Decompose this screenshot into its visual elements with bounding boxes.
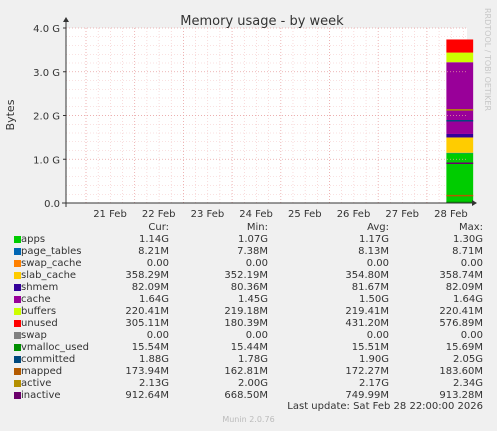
x-axis-ticks: 21 Feb 22 Feb 23 Feb 24 Feb 25 Feb 26 Feb 27 F… xyxy=(85,28,468,220)
chart-title: Memory usage - by week xyxy=(180,14,344,29)
y-tick-label: 4.0 G xyxy=(33,24,60,35)
series-lines xyxy=(446,109,474,204)
last-update: Last update: Sat Feb 28 22:00:00 2026 xyxy=(287,401,483,412)
y-tick-label: 0.0 xyxy=(44,199,60,210)
y-tick-label: 3.0 G xyxy=(33,68,60,79)
area-unused xyxy=(446,39,474,53)
area-apps xyxy=(446,153,474,203)
area-slab_cache xyxy=(446,137,474,153)
stacked-areas xyxy=(446,39,474,203)
area-buffers xyxy=(446,52,474,63)
watermark: RRDTOOL / TOBI OETIKER xyxy=(483,8,492,111)
x-axis-arrow xyxy=(472,200,477,206)
munin-version: Munin 2.0.76 xyxy=(222,415,275,424)
x-tick-label: 21 Feb xyxy=(93,209,127,220)
x-tick-label: 23 Feb xyxy=(191,209,225,220)
area-cache xyxy=(446,62,474,134)
y-tick-label: 1.0 G xyxy=(33,155,60,166)
x-tick-label: 24 Feb xyxy=(239,209,273,220)
x-tick-label: 26 Feb xyxy=(337,209,371,220)
x-tick-label: 27 Feb xyxy=(385,209,419,220)
area-page_tables xyxy=(446,152,474,154)
y-axis-arrow xyxy=(63,17,69,22)
x-tick-label: 22 Feb xyxy=(142,209,176,220)
y-axis-label: Bytes xyxy=(4,99,17,130)
x-tick-label: 28 Feb xyxy=(434,209,468,220)
area-shmem xyxy=(446,133,474,138)
x-tick-label: 25 Feb xyxy=(288,209,322,220)
y-tick-label: 2.0 G xyxy=(33,112,60,123)
